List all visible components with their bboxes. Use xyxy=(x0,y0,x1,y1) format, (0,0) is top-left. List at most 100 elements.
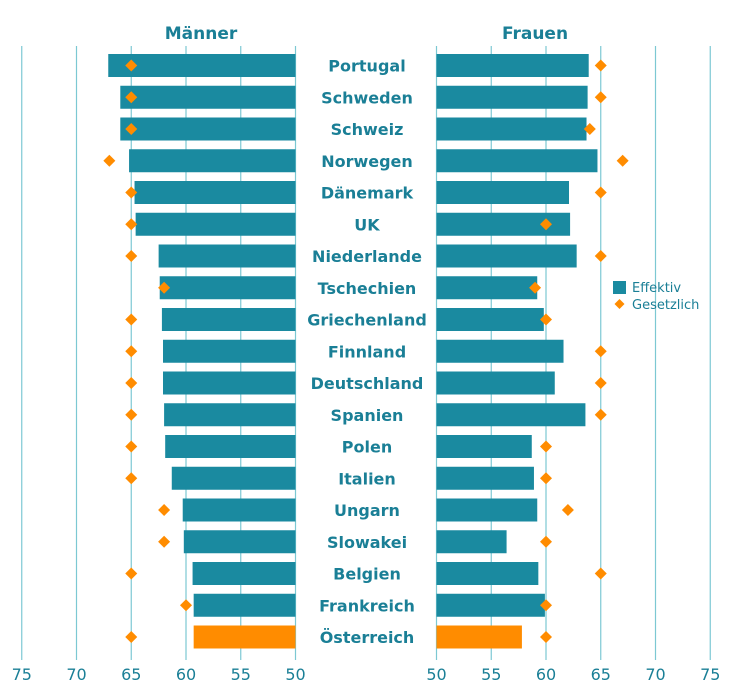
tick-women-70: 70 xyxy=(645,665,665,684)
marker-men-11 xyxy=(125,408,138,421)
tick-men-50: 50 xyxy=(285,665,305,684)
country-label-4: Dänemark xyxy=(321,184,414,203)
bar-men-6 xyxy=(158,244,296,268)
tick-women-65: 65 xyxy=(591,665,611,684)
tick-men-75: 75 xyxy=(12,665,32,684)
marker-women-5 xyxy=(540,218,552,231)
marker-women-15 xyxy=(540,535,552,548)
legend-label-gesetzlich: Gesetzlich xyxy=(632,298,699,313)
men-panel-title: Männer xyxy=(165,24,238,44)
marker-women-10 xyxy=(594,377,607,389)
bar-men-15 xyxy=(183,530,296,554)
bar-men-14 xyxy=(182,498,296,522)
bar-men-2 xyxy=(120,117,296,141)
marker-women-6 xyxy=(594,250,607,262)
marker-men-9 xyxy=(125,345,138,358)
bar-men-12 xyxy=(165,435,296,458)
marker-women-18 xyxy=(540,631,552,643)
marker-women-0 xyxy=(594,59,607,72)
marker-men-0 xyxy=(125,59,138,72)
bar-men-4 xyxy=(134,181,296,204)
bar-men-10 xyxy=(163,371,296,395)
marker-women-3 xyxy=(616,154,629,167)
marker-men-14 xyxy=(158,504,171,516)
marker-women-1 xyxy=(594,91,607,104)
marker-women-9 xyxy=(594,345,607,358)
bar-women-5 xyxy=(436,212,571,236)
marker-men-4 xyxy=(125,186,138,199)
tick-women-55: 55 xyxy=(481,665,501,684)
country-label-5: UK xyxy=(354,215,380,234)
country-label-15: Slowakei xyxy=(327,533,407,552)
marker-women-7 xyxy=(529,281,542,294)
tick-men-70: 70 xyxy=(66,665,86,684)
country-label-17: Frankreich xyxy=(319,596,415,615)
tick-women-60: 60 xyxy=(536,665,556,684)
country-label-7: Tschechien xyxy=(318,279,417,298)
tick-men-60: 60 xyxy=(176,665,196,684)
bar-men-0 xyxy=(108,54,296,77)
marker-women-14 xyxy=(561,504,574,516)
bar-men-3 xyxy=(129,149,296,173)
tick-men-65: 65 xyxy=(121,665,141,684)
tick-men-55: 55 xyxy=(231,665,251,684)
tick-women-75: 75 xyxy=(700,665,720,684)
country-label-16: Belgien xyxy=(333,565,401,584)
marker-men-16 xyxy=(125,567,138,580)
country-label-3: Norwegen xyxy=(321,152,413,171)
bar-men-18 xyxy=(193,625,296,649)
country-label-18: Österreich xyxy=(320,628,415,647)
bar-women-15 xyxy=(436,530,507,554)
bar-women-10 xyxy=(436,371,555,395)
bar-women-1 xyxy=(436,85,588,109)
marker-men-12 xyxy=(125,440,138,453)
country-label-1: Schweden xyxy=(321,88,413,107)
marker-women-17 xyxy=(540,599,552,612)
marker-men-10 xyxy=(125,377,138,389)
bar-men-9 xyxy=(163,339,296,363)
marker-men-3 xyxy=(103,154,116,167)
bar-men-5 xyxy=(135,212,296,236)
bar-men-7 xyxy=(159,276,296,300)
women-panel-title: Frauen xyxy=(502,24,568,44)
bar-women-17 xyxy=(436,593,545,617)
marker-men-17 xyxy=(180,599,192,612)
country-label-13: Italien xyxy=(338,469,396,488)
marker-women-12 xyxy=(540,440,552,453)
marker-women-11 xyxy=(594,408,607,421)
bar-women-14 xyxy=(436,498,538,522)
bar-women-13 xyxy=(436,466,534,490)
marker-men-1 xyxy=(125,91,138,104)
bar-women-0 xyxy=(436,54,589,77)
marker-men-2 xyxy=(125,123,138,135)
country-label-9: Finnland xyxy=(328,342,406,361)
legend-swatch-gesetzlich xyxy=(614,299,625,309)
marker-men-5 xyxy=(125,218,138,231)
marker-men-13 xyxy=(125,472,138,485)
marker-men-7 xyxy=(158,281,171,294)
bar-women-4 xyxy=(436,181,569,204)
marker-men-8 xyxy=(125,313,138,326)
country-label-10: Deutschland xyxy=(311,374,424,393)
marker-men-18 xyxy=(125,631,138,643)
country-label-8: Griechenland xyxy=(307,311,427,330)
marker-men-15 xyxy=(158,535,171,548)
legend-label-effektiv: Effektiv xyxy=(632,281,681,296)
marker-women-4 xyxy=(594,186,607,199)
bar-women-11 xyxy=(436,403,586,427)
bar-men-17 xyxy=(193,593,296,617)
country-label-6: Niederlande xyxy=(312,247,422,266)
tick-women-50: 50 xyxy=(426,665,446,684)
bar-men-1 xyxy=(120,85,296,109)
country-label-14: Ungarn xyxy=(334,501,400,520)
bar-women-16 xyxy=(436,562,539,585)
country-label-2: Schweiz xyxy=(331,120,404,139)
marker-women-13 xyxy=(540,472,552,485)
bar-women-3 xyxy=(436,149,598,173)
bar-women-9 xyxy=(436,339,564,363)
bar-women-8 xyxy=(436,308,544,331)
bar-men-16 xyxy=(192,562,296,585)
marker-women-2 xyxy=(583,123,596,135)
bar-women-6 xyxy=(436,244,577,268)
bar-men-11 xyxy=(164,403,296,427)
